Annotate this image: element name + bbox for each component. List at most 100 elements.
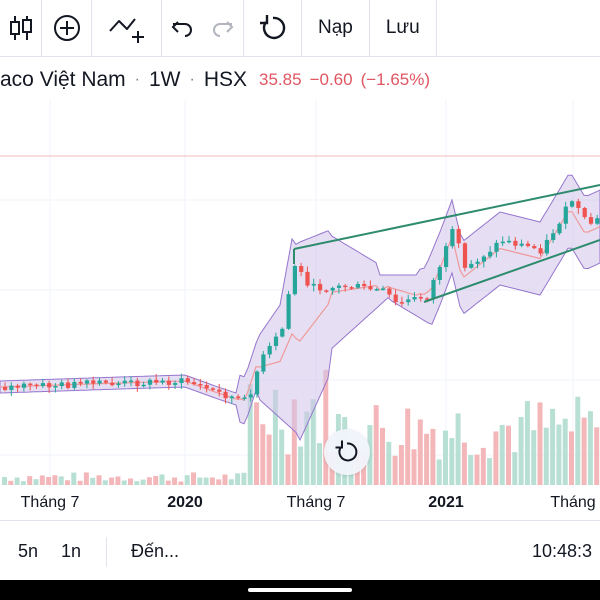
volume-bar (323, 369, 329, 485)
candlestick-icon[interactable] (0, 0, 42, 56)
symbol-header[interactable]: aco Việt Nam · 1W · HSX 35.85 −0.60 (−1.65… (0, 62, 438, 98)
candle-body (444, 246, 449, 268)
candle-body (129, 380, 134, 383)
volume-bar (550, 408, 556, 485)
volume-bar (455, 413, 461, 485)
volume-bar (46, 477, 52, 485)
volume-bar (279, 429, 285, 485)
candle-body (40, 383, 45, 386)
volume-bar (581, 417, 587, 485)
indicators-icon[interactable] (92, 0, 162, 56)
candle-body (28, 383, 33, 386)
candle-body (110, 382, 115, 386)
volume-bar (449, 438, 455, 485)
interval-label[interactable]: 1W (149, 68, 181, 91)
home-gesture-handle[interactable] (248, 588, 352, 592)
bottom-toolbar: 5n 1n Đến... 10:48:3 (0, 520, 600, 581)
volume-bar (556, 424, 562, 485)
price-chart[interactable] (0, 100, 600, 488)
bollinger-band (0, 174, 600, 442)
volume-bar (2, 477, 7, 485)
system-navigation-bar (0, 580, 600, 600)
time-label: Tháng 7 (286, 494, 346, 511)
volume-bar (562, 418, 568, 485)
volume-bar (367, 425, 373, 485)
candle-body (336, 285, 342, 288)
candle-body (595, 218, 600, 224)
candle-body (255, 371, 260, 395)
candle-body (551, 233, 556, 240)
last-price: 35.85 (259, 70, 302, 89)
goto-date-button[interactable]: Đến... (131, 541, 180, 561)
range-5d-button[interactable]: 5n (18, 541, 39, 561)
candle-body (248, 394, 253, 398)
candle-body (412, 297, 417, 300)
candle-body (286, 294, 291, 329)
volume-bar (405, 408, 411, 485)
volume-bar (134, 481, 140, 485)
price-change-percent: (−1.65%) (360, 70, 431, 89)
volume-bar (33, 479, 39, 485)
volume-bar (102, 480, 108, 485)
range-1d-button[interactable]: 1n (61, 541, 82, 561)
candle-body (210, 388, 216, 390)
volume-bar (90, 477, 96, 485)
candle-body (198, 384, 203, 386)
volume-bar (443, 430, 448, 485)
candle-body (267, 345, 272, 355)
candle-body (406, 299, 411, 303)
volume-bar (285, 454, 291, 485)
save-button[interactable]: Lưu (370, 0, 437, 56)
volume-bar (241, 472, 247, 485)
candle-body (450, 229, 455, 247)
volume-bar (77, 480, 83, 485)
candle-body (368, 286, 373, 290)
candle-body (141, 384, 146, 387)
volume-bar (52, 475, 58, 485)
candle-body (236, 396, 241, 398)
undo-icon[interactable] (162, 0, 202, 56)
volume-bar (430, 428, 436, 485)
volume-bars (2, 369, 600, 485)
candlesticks (3, 198, 600, 404)
volume-bar (115, 476, 121, 485)
candle-body (399, 302, 405, 304)
volume-bar (392, 455, 398, 485)
candle-body (15, 385, 20, 388)
reset-chart-button[interactable] (324, 429, 370, 475)
candle-body (160, 380, 165, 383)
candle-body (576, 201, 581, 208)
candle-body (78, 381, 83, 384)
refresh-icon[interactable] (244, 0, 302, 56)
candle-body (311, 283, 316, 286)
candle-body (185, 378, 190, 383)
candle-body (456, 229, 461, 244)
candle-body (563, 206, 568, 224)
candle-body (97, 380, 102, 384)
volume-bar (594, 427, 600, 485)
volume-bar (531, 430, 537, 485)
volume-bar (27, 476, 33, 485)
candle-body (122, 380, 127, 384)
volume-bar (398, 445, 404, 485)
volume-bar (96, 475, 102, 485)
candle-body (481, 256, 486, 262)
exchange-label: HSX (203, 68, 248, 91)
volume-bar (178, 481, 184, 485)
plus-circle-icon[interactable] (42, 0, 92, 56)
top-toolbar: Nạp Lưu (0, 0, 600, 57)
volume-bar (83, 472, 89, 485)
candle-body (280, 328, 285, 337)
volume-bar (518, 416, 524, 485)
candle-body (242, 397, 247, 400)
candle-body (462, 243, 468, 268)
candle-body (525, 243, 531, 247)
candle-body (173, 383, 178, 385)
load-button[interactable]: Nạp (302, 0, 370, 56)
candle-body (116, 383, 121, 386)
redo-icon[interactable] (202, 0, 244, 56)
volume-bar (537, 402, 543, 485)
candle-body (179, 378, 184, 384)
volume-bar (424, 433, 430, 485)
volume-bar (146, 477, 152, 485)
